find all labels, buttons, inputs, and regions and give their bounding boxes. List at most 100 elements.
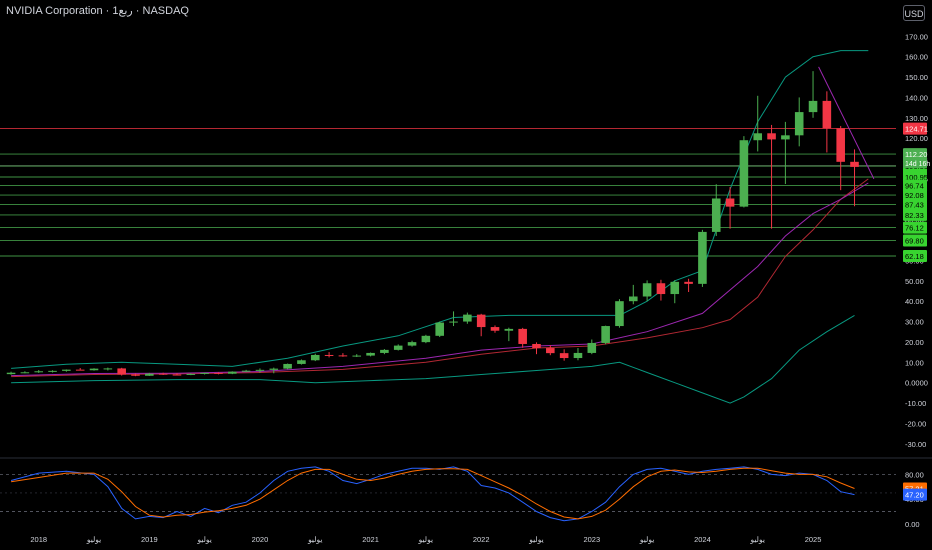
y-axis-tick-label: 170.00 xyxy=(905,32,928,41)
chart-title: NVIDIA Corporation · ربع1 · NASDAQ xyxy=(6,5,189,17)
level-price-label-bg xyxy=(903,208,927,221)
candle-body xyxy=(739,140,749,207)
bollinger-lower-line xyxy=(11,314,855,404)
candle-body xyxy=(145,373,154,376)
candle-body xyxy=(338,355,348,357)
x-axis-tick-label: 2025 xyxy=(805,535,822,544)
oscillator-tick-label: 80.00 xyxy=(905,470,924,479)
trend-line xyxy=(818,66,875,180)
bollinger-upper-line xyxy=(11,50,869,369)
level-price-label: 62.18 xyxy=(905,252,924,261)
candle-body xyxy=(48,370,57,372)
candle-body xyxy=(836,128,845,162)
candle-body xyxy=(324,354,334,356)
candle-body xyxy=(214,372,223,374)
candle-body xyxy=(725,198,735,207)
candle-body xyxy=(559,353,569,359)
y-axis-tick-label: 140.00 xyxy=(905,93,928,102)
candle-body xyxy=(407,342,417,346)
candle-body xyxy=(283,363,292,369)
level-price-label: 124.71 xyxy=(905,125,928,134)
candle-body xyxy=(200,372,209,374)
candle-body xyxy=(269,368,279,370)
candle-body xyxy=(352,355,362,357)
y-axis-tick-label: 10.00 xyxy=(905,358,924,367)
x-axis-tick-label: يوليو xyxy=(750,535,765,544)
level-price-label-bg xyxy=(903,234,927,247)
level-price-label-bg xyxy=(903,198,927,211)
y-axis-tick-label: 20.00 xyxy=(905,338,924,347)
level-price-label: 82.33 xyxy=(905,211,924,220)
candle-body xyxy=(297,360,306,364)
candle-body xyxy=(421,335,431,343)
x-axis-tick-label: 2023 xyxy=(583,535,600,544)
candle-body xyxy=(711,198,721,232)
oscillator-k-value-bg xyxy=(903,488,927,501)
level-price-label-bg xyxy=(903,179,927,192)
moving-average-line xyxy=(11,178,869,378)
candle-body xyxy=(228,371,237,374)
oscillator-tick-label: 0.00 xyxy=(905,520,920,529)
candle-body xyxy=(435,322,444,336)
x-axis-tick-label: 2018 xyxy=(30,535,47,544)
level-price-label-bg xyxy=(903,221,927,234)
candle-body xyxy=(34,371,44,373)
countdown-label: 14d 16h xyxy=(905,161,930,168)
x-axis-tick-label: يوليو xyxy=(86,535,101,544)
candle-body xyxy=(117,368,126,375)
last-price-tag-bg xyxy=(903,148,927,169)
candle-body xyxy=(601,326,610,343)
candle-body xyxy=(767,133,776,140)
candle-body xyxy=(670,281,680,295)
candle-body xyxy=(393,345,403,350)
candle-body xyxy=(380,349,389,353)
candle-body xyxy=(794,112,804,136)
candle-body xyxy=(255,369,265,371)
candle-body xyxy=(89,368,99,371)
candle-body xyxy=(504,328,514,331)
y-axis-tick-label: 130.00 xyxy=(905,114,928,123)
y-axis-tick-label: 40.00 xyxy=(905,297,924,306)
candle-body xyxy=(808,100,818,113)
x-axis-tick-label: 2020 xyxy=(252,535,269,544)
x-axis-tick-label: يوليو xyxy=(307,535,322,544)
y-axis-tick-label: 150.00 xyxy=(905,73,928,82)
x-axis-tick-label: 2022 xyxy=(473,535,490,544)
x-axis-tick-label: 2019 xyxy=(141,535,158,544)
candle-body xyxy=(615,301,624,327)
level-price-label-bg xyxy=(903,189,927,202)
candle-body xyxy=(573,352,583,359)
y-axis-tick-label: -30.00 xyxy=(905,440,926,449)
candle-body xyxy=(781,135,790,140)
candle-body xyxy=(822,100,832,129)
candle-body xyxy=(476,314,486,328)
currency-button[interactable]: USD xyxy=(903,5,925,21)
last-price-label: 112.20 xyxy=(905,150,927,159)
candle-body xyxy=(131,374,140,376)
candle-body xyxy=(6,372,16,375)
level-price-label: 69.80 xyxy=(905,236,924,245)
level-price-label: 76.12 xyxy=(905,224,924,233)
candle-body xyxy=(20,372,30,374)
candle-body xyxy=(172,374,182,376)
level-price-label: 92.08 xyxy=(905,191,924,200)
candle-body xyxy=(587,342,597,353)
y-axis-tick-label: 50.00 xyxy=(905,277,924,286)
level-price-label: 100.95 xyxy=(905,173,928,182)
candle-body xyxy=(463,314,472,322)
candle-body xyxy=(186,373,196,375)
candle-body xyxy=(310,354,320,361)
candle-body xyxy=(628,296,638,302)
x-axis-tick-label: يوليو xyxy=(196,535,211,544)
level-price-label: 96.74 xyxy=(905,182,924,191)
candle-body xyxy=(698,231,707,284)
candle-body xyxy=(642,283,652,297)
candle-body xyxy=(449,321,458,323)
level-price-label: 87.43 xyxy=(905,201,924,210)
bollinger-basis-line xyxy=(11,182,869,377)
candle-body xyxy=(490,327,500,331)
y-axis-tick-label: 160.00 xyxy=(905,53,928,62)
level-price-label-bg xyxy=(903,122,927,135)
y-axis-tick-label: -10.00 xyxy=(905,399,926,408)
